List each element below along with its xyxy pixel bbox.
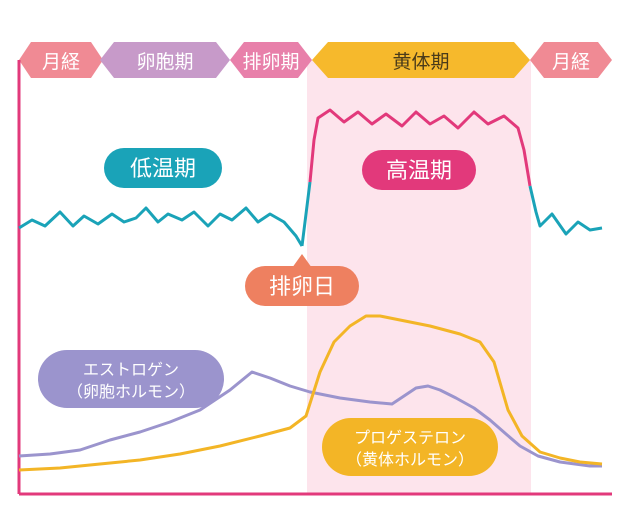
phase-label-follicular: 卵胞期 <box>136 51 193 73</box>
estrogen-curve <box>18 370 602 468</box>
phase-label-luteal: 黄体期 <box>392 51 449 73</box>
phase-arrow-luteal: 黄体期 <box>312 42 530 78</box>
phase-label-menstruation-1: 月経 <box>42 51 80 73</box>
temperature-curve-rise <box>300 181 312 247</box>
phase-arrow-menstruation-2: 月経 <box>530 42 612 78</box>
svg-text:プロゲステロン: プロゲステロン <box>354 428 466 447</box>
svg-text:（黄体ホルモン）: （黄体ホルモン） <box>346 450 474 469</box>
svg-text:（卵胞ホルモン）: （卵胞ホルモン） <box>67 382 195 401</box>
svg-text:排卵日: 排卵日 <box>269 275 335 300</box>
high-temp-phase-label: 高温期 <box>362 150 476 190</box>
phase-arrow-menstruation-1: 月経 <box>19 42 103 78</box>
ovulation-day-label: 排卵日 <box>245 254 359 306</box>
ovulation-day-pointer <box>292 254 312 268</box>
phase-arrow-ovulatory: 排卵期 <box>230 42 312 78</box>
estrogen-label: エストロゲン （卵胞ホルモン） <box>38 350 224 408</box>
temperature-curve-low-follicular <box>18 206 304 247</box>
svg-text:低温期: 低温期 <box>130 157 196 182</box>
progesterone-curve <box>18 314 603 472</box>
phase-arrow-follicular: 卵胞期 <box>100 42 230 78</box>
phase-label-ovulatory: 排卵期 <box>242 51 299 73</box>
temperature-curve-low-next <box>528 185 603 236</box>
temperature-curve-high <box>308 108 532 187</box>
phase-bar: 月経 卵胞期 排卵期 黄体期 月経 <box>19 42 612 78</box>
progesterone-label: プロゲステロン （黄体ホルモン） <box>322 418 498 476</box>
svg-text:エストロゲン: エストロゲン <box>83 360 179 379</box>
svg-text:高温期: 高温期 <box>386 159 452 184</box>
low-temp-phase-label: 低温期 <box>104 148 222 188</box>
phase-label-menstruation-2: 月経 <box>552 51 590 73</box>
